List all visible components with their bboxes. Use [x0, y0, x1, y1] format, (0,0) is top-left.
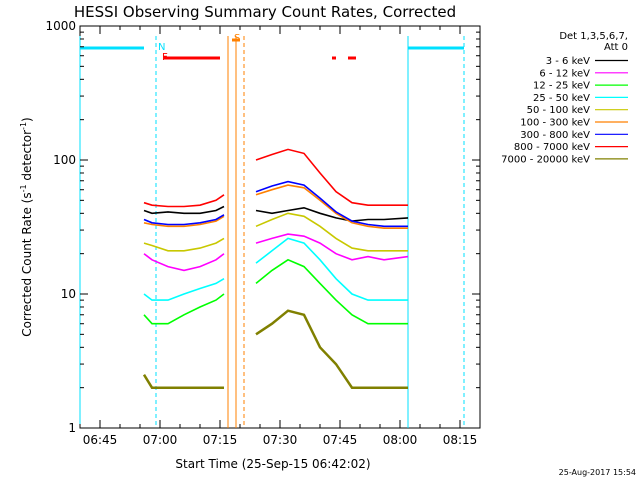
legend-label: 100 - 300 keV	[520, 118, 590, 129]
legend-label: 25 - 50 keV	[533, 93, 590, 104]
x-tick-label: 08:00	[383, 433, 418, 447]
plot-frame	[79, 25, 481, 429]
x-tick-label: 08:15	[443, 433, 478, 447]
y-axis: 1 10 100 1000	[45, 19, 480, 435]
timestamp: 25-Aug-2017 15:54	[559, 468, 636, 477]
y-tick-label: 10	[61, 287, 76, 301]
series-group	[142, 148, 409, 389]
series-line	[143, 212, 408, 252]
legend-label: 3 - 6 keV	[546, 56, 590, 67]
flag-N: N	[158, 42, 165, 53]
legend-label: 800 - 7000 keV	[514, 142, 590, 153]
legend-label: 6 - 12 keV	[539, 68, 590, 79]
y-tick-label: 100	[53, 153, 76, 167]
x-axis: 06:45 07:00 07:15 07:30 07:45 08:00 08:15	[79, 26, 481, 447]
x-tick-label: 07:30	[263, 433, 298, 447]
event-lines: NF S	[79, 33, 465, 428]
flag-bars	[164, 38, 356, 60]
series-line	[143, 205, 409, 222]
series-line	[143, 233, 409, 272]
y-tick-label: 1000	[45, 19, 76, 33]
legend-label: 12 - 25 keV	[533, 81, 590, 92]
series-line	[142, 309, 408, 389]
x-tick-label: 07:45	[323, 433, 358, 447]
x-tick-label: 07:00	[143, 433, 178, 447]
series-line	[143, 258, 408, 325]
legend-label: 300 - 800 keV	[520, 130, 590, 141]
legend-subtitle: Att 0	[604, 42, 628, 53]
series-line	[143, 237, 408, 301]
legend-label: 50 - 100 keV	[527, 105, 591, 116]
x-axis-label: Start Time (25-Sep-15 06:42:02)	[175, 457, 370, 471]
series-line	[143, 180, 408, 228]
flag-S: S	[234, 33, 240, 44]
legend-title: Det 1,3,5,6,7,	[559, 31, 628, 42]
series-line	[143, 148, 408, 208]
x-tick-label: 06:45	[83, 433, 118, 447]
series-line	[143, 184, 408, 229]
x-tick-label: 07:15	[203, 433, 238, 447]
y-axis-label: Corrected Count Rate (s-1 detector-1)	[19, 117, 34, 336]
chart-title: HESSI Observing Summary Count Rates, Cor…	[74, 3, 456, 21]
flag-F: F	[162, 52, 168, 63]
y-tick-label: 1	[68, 421, 76, 435]
legend-label: 7000 - 20000 keV	[501, 154, 590, 165]
